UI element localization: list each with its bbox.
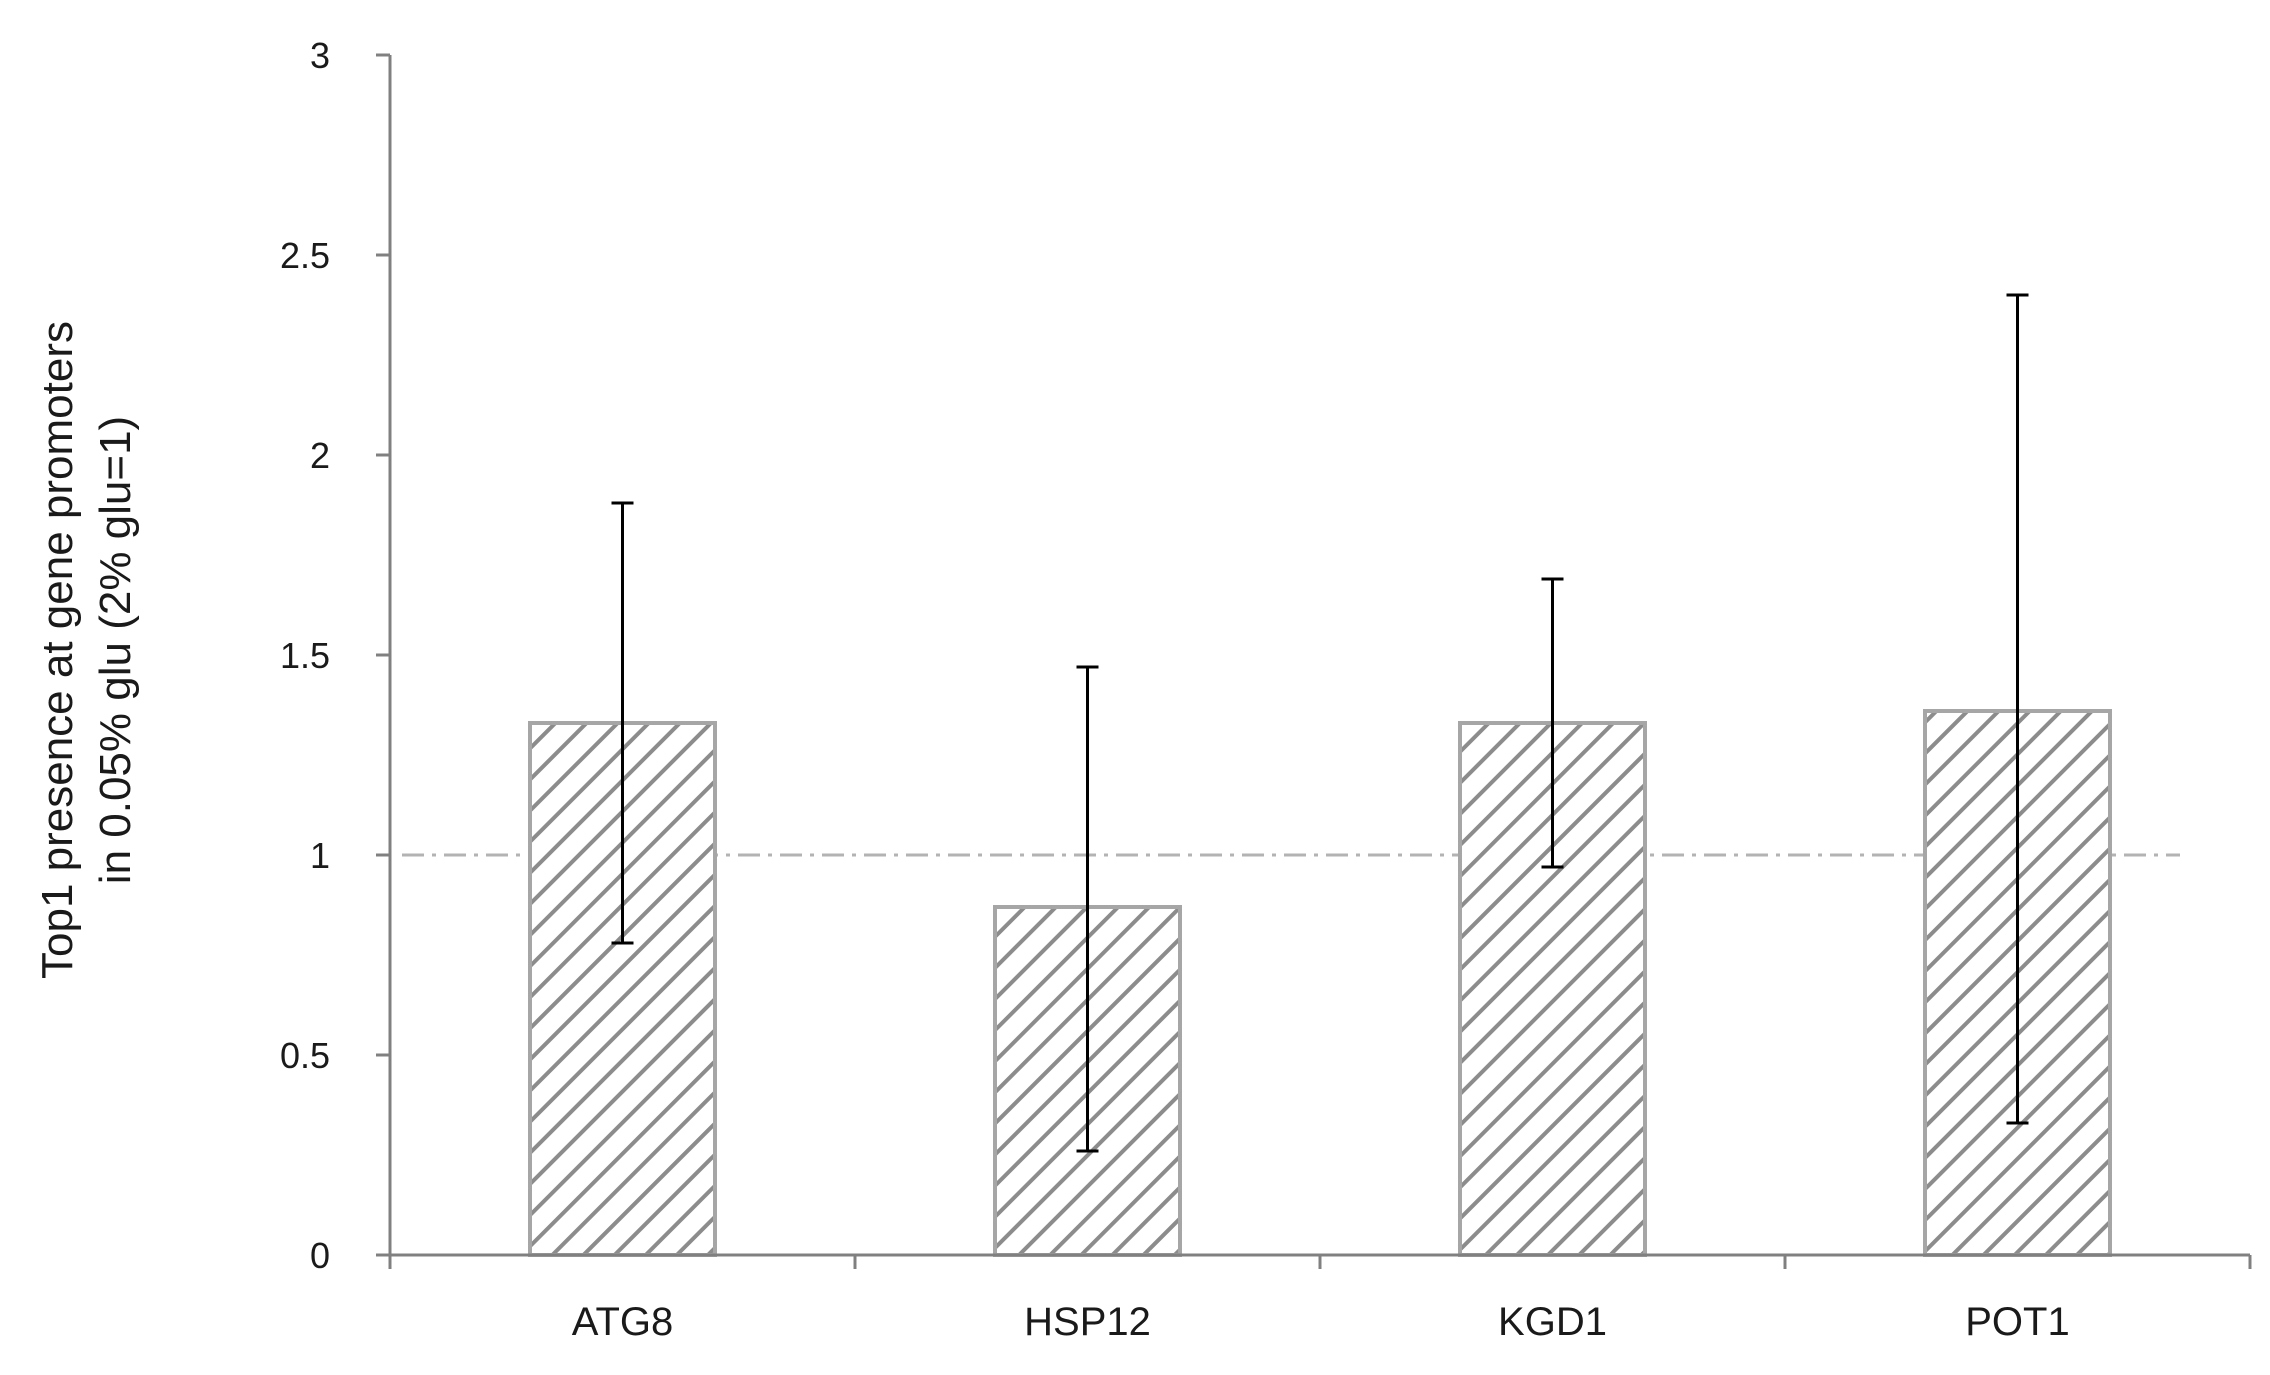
y-tick-label: 1 [310, 835, 330, 876]
y-tick-label: 1.5 [280, 635, 330, 676]
y-axis-title: Top1 presence at gene promoters in 0.05%… [33, 321, 140, 979]
x-category-label: POT1 [1965, 1300, 2069, 1344]
y-axis-title-line-2: in 0.05% glu (2% glu=1) [91, 416, 140, 884]
x-category-label: HSP12 [1024, 1300, 1151, 1344]
x-category-label: ATG8 [572, 1300, 674, 1344]
y-tick-label: 2 [310, 435, 330, 476]
y-tick-label: 0 [310, 1235, 330, 1276]
x-category-label: KGD1 [1498, 1300, 1607, 1344]
y-axis-title-line-1: Top1 presence at gene promoters [33, 321, 82, 979]
error-bars-layer [611, 293, 2029, 1153]
axes-layer [376, 53, 2252, 1269]
y-tick-label: 2.5 [280, 235, 330, 276]
labels-layer: 0 0.5 1 1.5 2 2.5 3 ATG8 HSP12 KGD1 POT1 [280, 35, 2070, 1344]
bars-layer [528, 709, 2112, 1257]
y-tick-label: 3 [310, 35, 330, 76]
y-tick-label: 0.5 [280, 1035, 330, 1076]
